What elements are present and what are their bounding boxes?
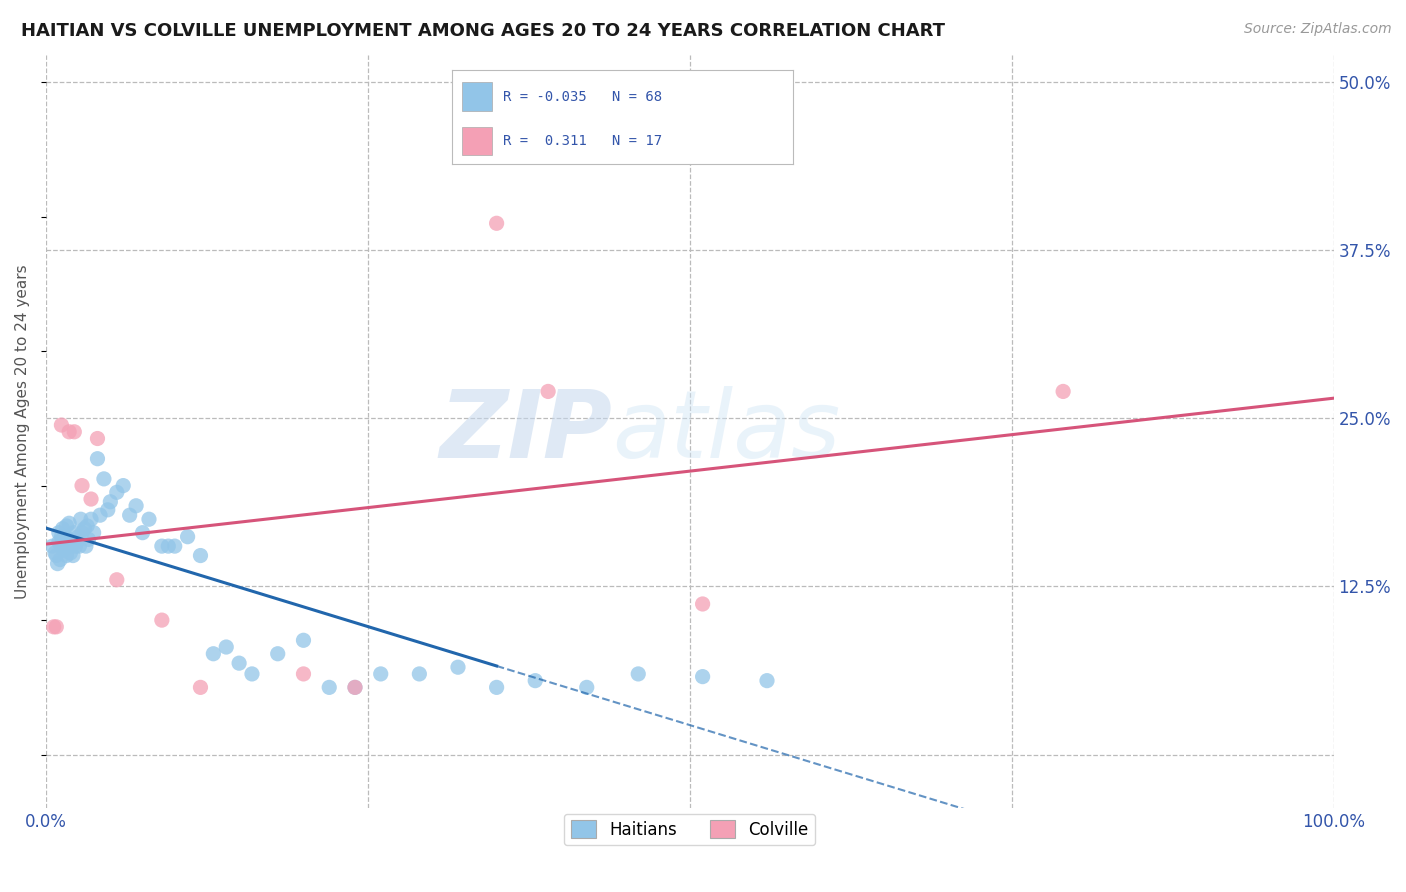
Point bbox=[692, 670, 714, 684]
Point bbox=[58, 516, 80, 531]
Point bbox=[692, 597, 714, 611]
Text: atlas: atlas bbox=[613, 386, 841, 477]
Point bbox=[58, 533, 80, 547]
Point bbox=[125, 499, 148, 513]
Point bbox=[62, 549, 84, 563]
Point bbox=[65, 539, 87, 553]
Point bbox=[267, 647, 290, 661]
Point bbox=[157, 539, 180, 553]
Point bbox=[343, 681, 366, 695]
Point bbox=[756, 673, 779, 688]
Point bbox=[131, 525, 153, 540]
Point bbox=[150, 539, 173, 553]
Point bbox=[51, 530, 73, 544]
Point bbox=[1052, 384, 1074, 399]
Text: Source: ZipAtlas.com: Source: ZipAtlas.com bbox=[1244, 22, 1392, 37]
Point bbox=[51, 418, 73, 433]
Point bbox=[93, 472, 115, 486]
Point bbox=[60, 539, 83, 553]
Point bbox=[55, 549, 77, 563]
Point bbox=[67, 530, 90, 544]
Point bbox=[55, 519, 77, 533]
Point bbox=[98, 494, 121, 508]
Point bbox=[63, 425, 86, 439]
Point bbox=[77, 533, 100, 547]
Point bbox=[86, 432, 108, 446]
Point bbox=[51, 539, 73, 553]
Point bbox=[48, 535, 70, 549]
Point bbox=[86, 451, 108, 466]
Point bbox=[105, 485, 128, 500]
Point bbox=[56, 539, 79, 553]
Point bbox=[45, 549, 67, 563]
Point bbox=[190, 681, 212, 695]
Point bbox=[163, 539, 186, 553]
Point bbox=[202, 647, 225, 661]
Point bbox=[215, 640, 238, 654]
Point bbox=[53, 539, 76, 553]
Point bbox=[48, 525, 70, 540]
Point bbox=[292, 633, 315, 648]
Point bbox=[408, 667, 430, 681]
Legend: Haitians, Colville: Haitians, Colville bbox=[564, 814, 815, 846]
Point bbox=[318, 681, 340, 695]
Point bbox=[190, 549, 212, 563]
Y-axis label: Unemployment Among Ages 20 to 24 years: Unemployment Among Ages 20 to 24 years bbox=[15, 265, 30, 599]
Point bbox=[76, 519, 98, 533]
Point bbox=[66, 535, 89, 549]
Point bbox=[80, 491, 103, 506]
Point bbox=[343, 681, 366, 695]
Point bbox=[75, 539, 97, 553]
Point bbox=[575, 681, 598, 695]
Point bbox=[53, 530, 76, 544]
Point bbox=[112, 478, 135, 492]
Point bbox=[52, 522, 75, 536]
Point bbox=[70, 478, 93, 492]
Point bbox=[52, 533, 75, 547]
Point bbox=[45, 620, 67, 634]
Point bbox=[537, 384, 560, 399]
Point bbox=[150, 613, 173, 627]
Point bbox=[80, 512, 103, 526]
Point bbox=[69, 539, 91, 553]
Point bbox=[42, 620, 65, 634]
Point bbox=[89, 508, 111, 523]
Point bbox=[70, 525, 93, 540]
Point bbox=[97, 503, 120, 517]
Text: ZIP: ZIP bbox=[440, 386, 613, 478]
Point bbox=[447, 660, 470, 674]
Point bbox=[370, 667, 392, 681]
Point bbox=[240, 667, 263, 681]
Point bbox=[44, 546, 66, 560]
Point bbox=[58, 425, 80, 439]
Point bbox=[63, 525, 86, 540]
Point bbox=[69, 512, 91, 526]
Point bbox=[138, 512, 160, 526]
Point bbox=[49, 552, 72, 566]
Point bbox=[228, 656, 250, 670]
Point bbox=[41, 539, 63, 553]
Point bbox=[53, 543, 76, 558]
Point bbox=[118, 508, 141, 523]
Point bbox=[485, 216, 508, 230]
Point bbox=[83, 525, 105, 540]
Point bbox=[485, 681, 508, 695]
Text: HAITIAN VS COLVILLE UNEMPLOYMENT AMONG AGES 20 TO 24 YEARS CORRELATION CHART: HAITIAN VS COLVILLE UNEMPLOYMENT AMONG A… bbox=[21, 22, 945, 40]
Point bbox=[627, 667, 650, 681]
Point bbox=[59, 546, 82, 560]
Point bbox=[292, 667, 315, 681]
Point bbox=[105, 573, 128, 587]
Point bbox=[46, 557, 69, 571]
Point bbox=[524, 673, 547, 688]
Point bbox=[73, 522, 96, 536]
Point bbox=[176, 530, 198, 544]
